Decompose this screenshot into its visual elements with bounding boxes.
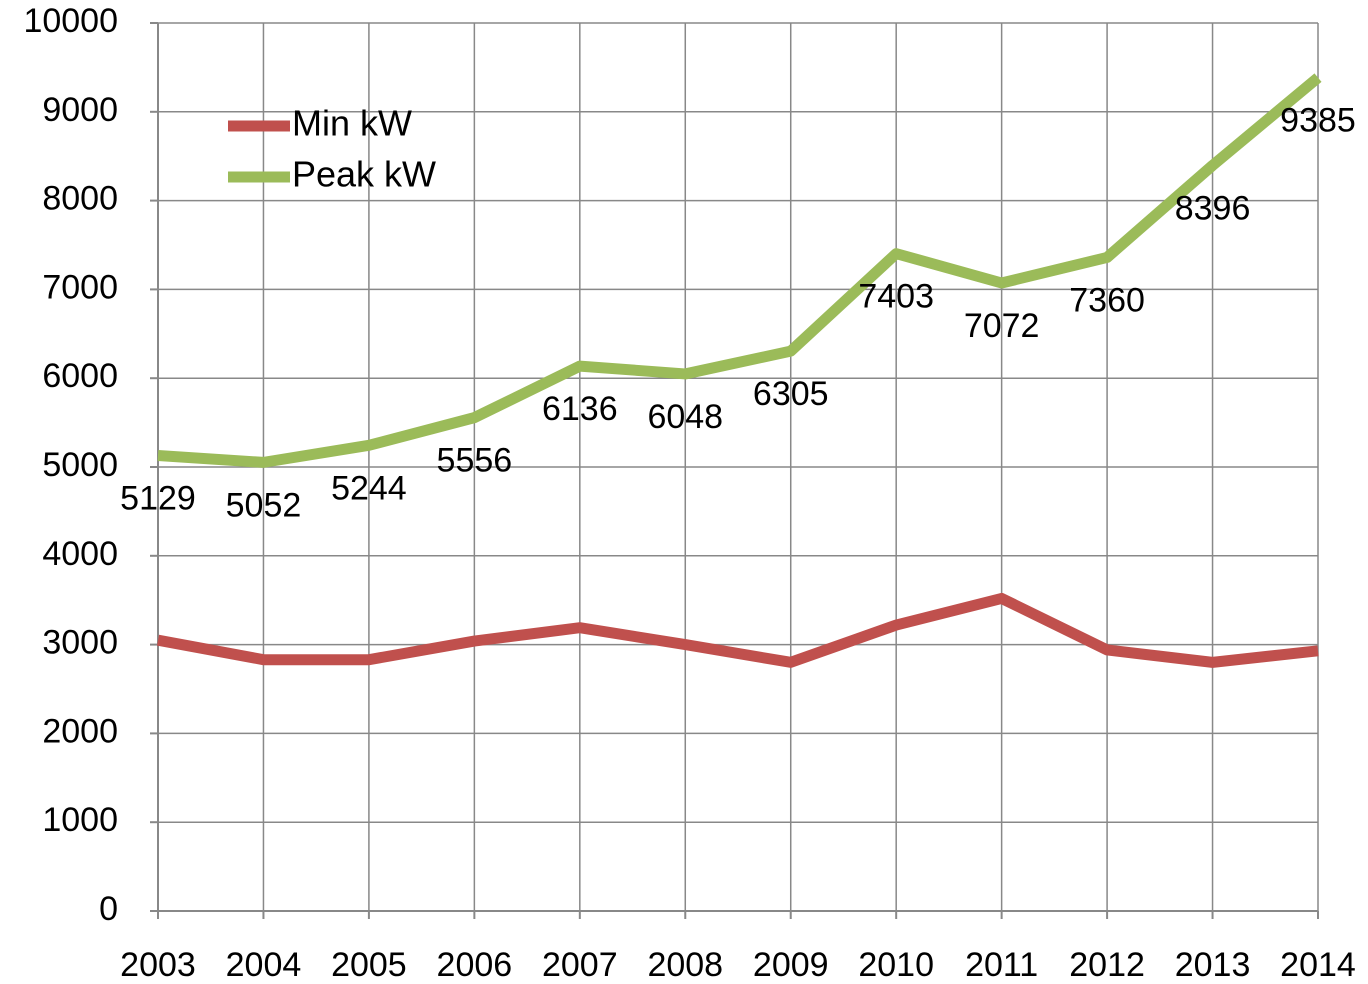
data-label: 5244 xyxy=(331,469,407,507)
data-label: 6136 xyxy=(542,390,618,428)
x-tick-label: 2007 xyxy=(542,946,618,984)
y-tick-label: 6000 xyxy=(42,357,118,395)
x-tick-label: 2009 xyxy=(753,946,829,984)
y-tick-label: 1000 xyxy=(42,801,118,839)
y-tick-label: 7000 xyxy=(42,268,118,306)
x-tick-label: 2013 xyxy=(1175,946,1251,984)
data-label: 5052 xyxy=(226,486,302,524)
y-tick-label: 2000 xyxy=(42,712,118,750)
x-tick-label: 2011 xyxy=(965,946,1038,984)
data-label: 6048 xyxy=(647,398,723,436)
x-tick-label: 2006 xyxy=(437,946,513,984)
data-label: 8396 xyxy=(1175,189,1251,227)
data-label: 5129 xyxy=(120,480,196,518)
x-tick-label: 2003 xyxy=(120,946,196,984)
y-tick-label: 0 xyxy=(99,890,118,928)
series-line xyxy=(157,73,1322,468)
y-tick-label: 8000 xyxy=(42,180,118,218)
x-tick-label: 2004 xyxy=(226,946,302,984)
series-line xyxy=(156,592,1319,668)
data-label: 7360 xyxy=(1069,281,1145,319)
data-label: 6305 xyxy=(753,375,829,413)
x-tick-label: 2012 xyxy=(1069,946,1145,984)
x-tick-label: 2010 xyxy=(858,946,934,984)
legend-label: Peak kW xyxy=(292,154,436,195)
data-label: 9385 xyxy=(1280,102,1356,140)
x-tick-label: 2014 xyxy=(1280,946,1356,984)
legend-label: Min kW xyxy=(292,103,412,144)
data-label: 5556 xyxy=(437,442,513,480)
data-label: 7403 xyxy=(858,278,934,316)
y-tick-label: 10000 xyxy=(23,2,118,40)
y-tick-label: 9000 xyxy=(42,91,118,129)
data-label: 7072 xyxy=(964,307,1040,345)
y-tick-label: 4000 xyxy=(42,535,118,573)
x-tick-label: 2005 xyxy=(331,946,407,984)
x-tick-label: 2008 xyxy=(647,946,723,984)
y-tick-label: 3000 xyxy=(42,624,118,662)
y-tick-label: 5000 xyxy=(42,446,118,484)
